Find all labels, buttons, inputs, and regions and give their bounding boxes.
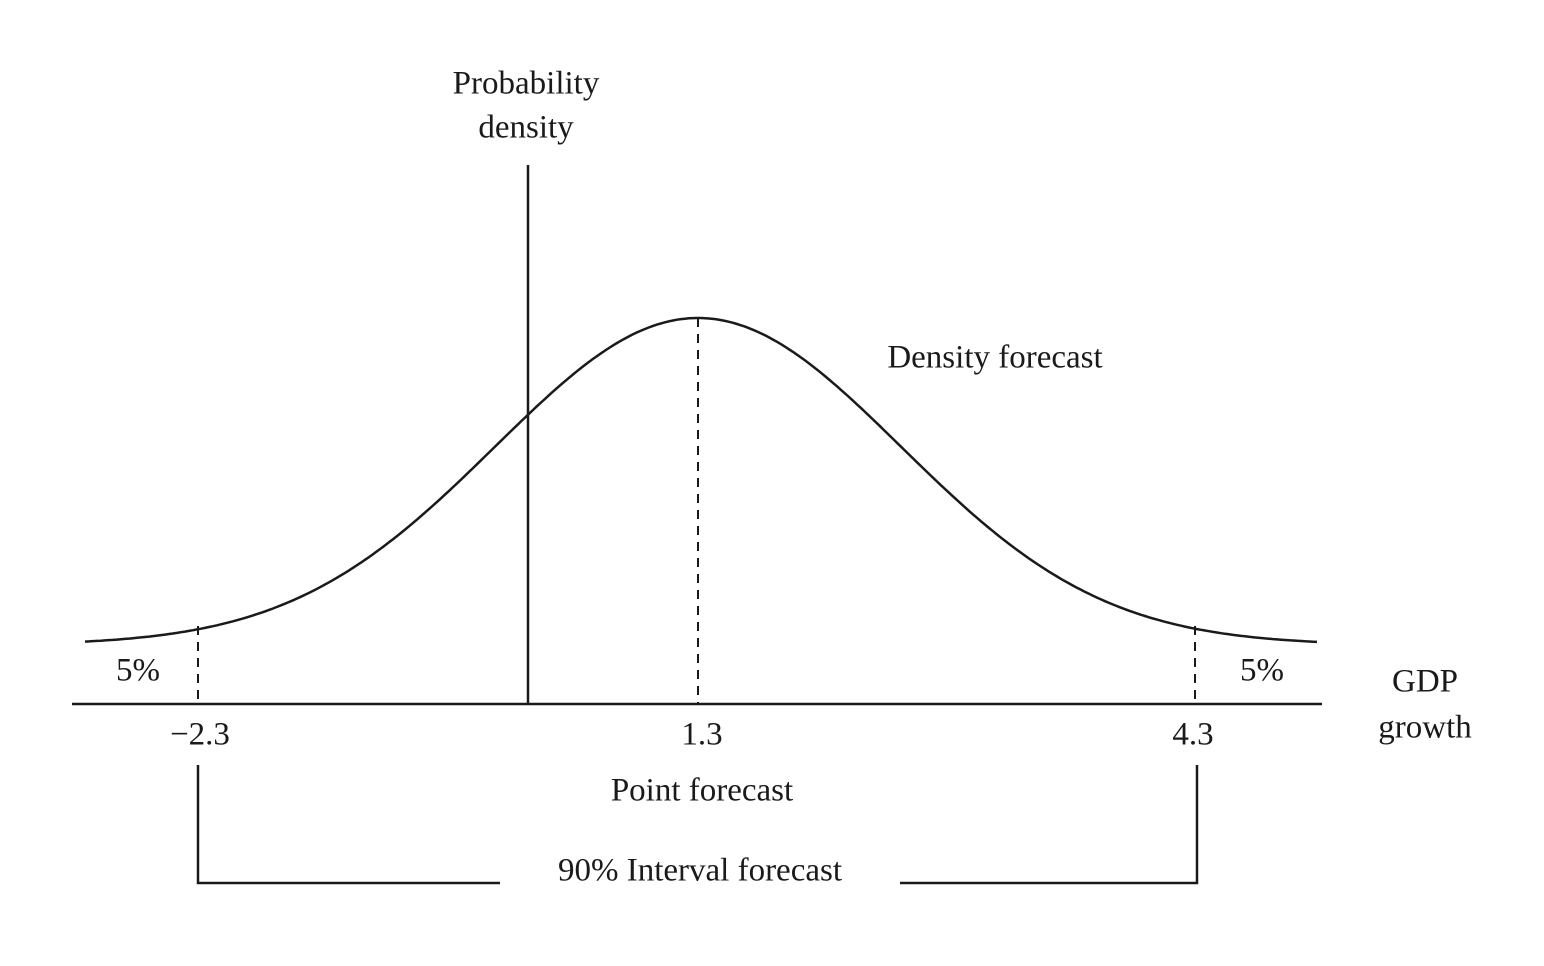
- tail-label: 5%: [1240, 653, 1284, 689]
- curve-label: Density forecast: [887, 340, 1102, 376]
- y-axis-label: Probability: [453, 66, 600, 102]
- tick-label: 1.3: [681, 717, 722, 753]
- tail-label: 5%: [116, 653, 160, 689]
- y-axis-label: density: [478, 110, 574, 146]
- interval-bracket-right: [900, 765, 1199, 885]
- interval-bracket-left: [196, 765, 500, 885]
- x-axis-label: GDP: [1392, 664, 1458, 700]
- interval-label: 90% Interval forecast: [558, 853, 842, 889]
- density-curve: [84, 316, 1318, 644]
- tick-label: 4.3: [1172, 717, 1213, 753]
- tick-label: −2.3: [170, 717, 230, 753]
- x-axis-label: growth: [1378, 710, 1472, 746]
- point-forecast-label: Point forecast: [611, 773, 793, 809]
